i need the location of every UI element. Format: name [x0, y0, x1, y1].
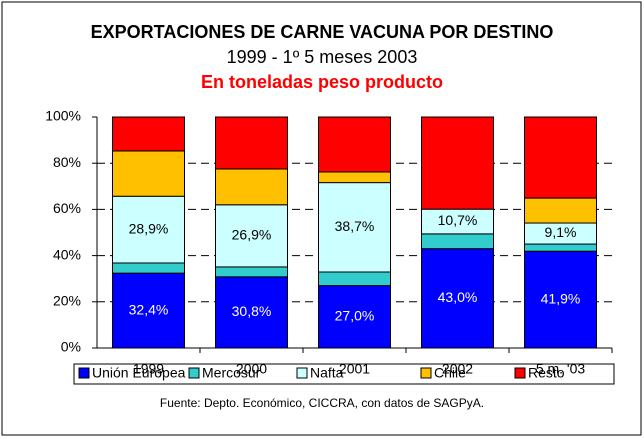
legend-swatch: [188, 367, 200, 379]
bar-segment: [524, 116, 597, 199]
bar-segment: [524, 250, 597, 349]
data-label: 32,4%: [129, 301, 169, 317]
data-label: 43,0%: [438, 289, 478, 305]
y-tick-label: 20%: [53, 293, 81, 309]
bar-segment: [112, 116, 185, 152]
bar-segment: [215, 266, 288, 278]
bar-segment: [215, 116, 288, 170]
bar-segment: [421, 208, 494, 235]
x-tick-label: 2000: [236, 361, 267, 377]
y-tick-label: 100%: [45, 108, 81, 124]
x-tick-label: 2001: [339, 361, 370, 377]
y-tick-label: 80%: [53, 154, 81, 170]
bar-segment: [112, 195, 185, 264]
y-tick-label: 40%: [53, 246, 81, 262]
data-label: 38,7%: [335, 218, 375, 234]
data-label: 28,9%: [129, 220, 169, 236]
chart-subtitle: 1999 - 1º 5 meses 2003: [227, 47, 418, 67]
legend-label: Chile: [434, 365, 466, 381]
legend-label: Nafta: [310, 365, 344, 381]
chart-subtitle: En toneladas peso producto: [201, 72, 443, 92]
data-label: 27,0%: [335, 308, 375, 324]
data-label: 10,7%: [438, 212, 478, 228]
bar-segment: [215, 168, 288, 206]
bar-segment: [524, 197, 597, 224]
bar-segment: [112, 272, 185, 349]
legend-swatch: [514, 367, 526, 379]
legend-label: Resto: [528, 365, 565, 381]
bar-segment: [524, 243, 597, 252]
legend-box: [73, 363, 615, 385]
data-label: 41,9%: [541, 290, 581, 306]
y-tick-label: 60%: [53, 200, 81, 216]
legend-label: Unión Europea: [92, 365, 186, 381]
x-tick-label: 5 m. '03: [536, 361, 586, 377]
y-tick-label: 0%: [61, 339, 81, 355]
legend-swatch: [296, 367, 308, 379]
bar-segment: [318, 116, 391, 173]
bar-segment: [421, 233, 494, 250]
legend-swatch: [420, 367, 432, 379]
source-note: Fuente: Depto. Económico, CICCRA, con da…: [160, 396, 484, 410]
bar-segment: [318, 171, 391, 184]
bar-segment: [215, 204, 288, 268]
bar-segment: [421, 248, 494, 349]
bar-segment: [112, 262, 185, 274]
x-tick-label: 2002: [442, 361, 473, 377]
legend-swatch: [78, 367, 90, 379]
legend-label: Mercosur: [202, 365, 261, 381]
data-label: 30,8%: [232, 303, 272, 319]
chart-title: EXPORTACIONES DE CARNE VACUNA POR DESTIN…: [91, 22, 554, 42]
bar-segment: [318, 271, 391, 287]
data-label: 9,1%: [545, 224, 577, 240]
bar-segment: [318, 182, 391, 273]
bar-segment: [215, 276, 288, 349]
bar-segment: [318, 285, 391, 349]
x-tick-label: 1999: [133, 361, 164, 377]
data-label: 26,9%: [232, 227, 272, 243]
bar-segment: [421, 116, 494, 210]
bar-segment: [112, 150, 185, 197]
